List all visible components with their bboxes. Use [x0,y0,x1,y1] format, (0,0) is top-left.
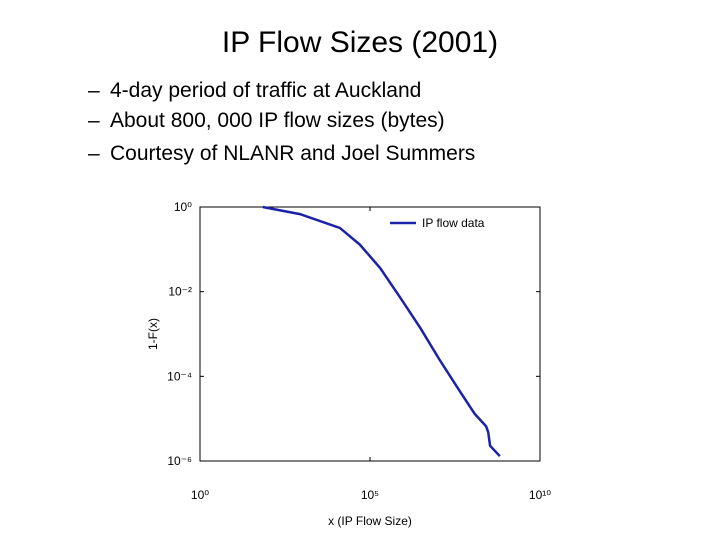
bullet: Courtesy of NLANR and Joel Summers [110,142,475,165]
x-tick-label: 10⁵ [361,488,379,502]
bullet-dash: – [88,142,100,165]
y-tick-label: 10⁻⁶ [167,454,192,468]
x-axis-label: x (IP Flow Size) [328,514,412,528]
bullet-list: – 4-day period of traffic at Auckland – … [88,79,475,165]
y-tick-label: 10⁻² [168,285,192,299]
bullet: 4-day period of traffic at Auckland [110,79,421,102]
y-tick-label: 10⁰ [174,200,192,214]
x-tick-label: 10¹⁰ [529,488,551,502]
bullet: About 800, 000 IP flow sizes (bytes) [110,109,445,132]
slide-title: IP Flow Sizes (2001) [222,26,498,59]
data-line [262,205,501,458]
bullet-dash: – [88,79,100,102]
y-axis-label: 1-F(x) [146,318,160,350]
legend-label: IP flow data [422,216,485,230]
plot-frame [199,206,541,462]
bullet-dash: – [88,109,100,132]
x-tick-label: 10⁰ [191,488,209,502]
y-tick-label: 10⁻⁴ [167,369,192,383]
